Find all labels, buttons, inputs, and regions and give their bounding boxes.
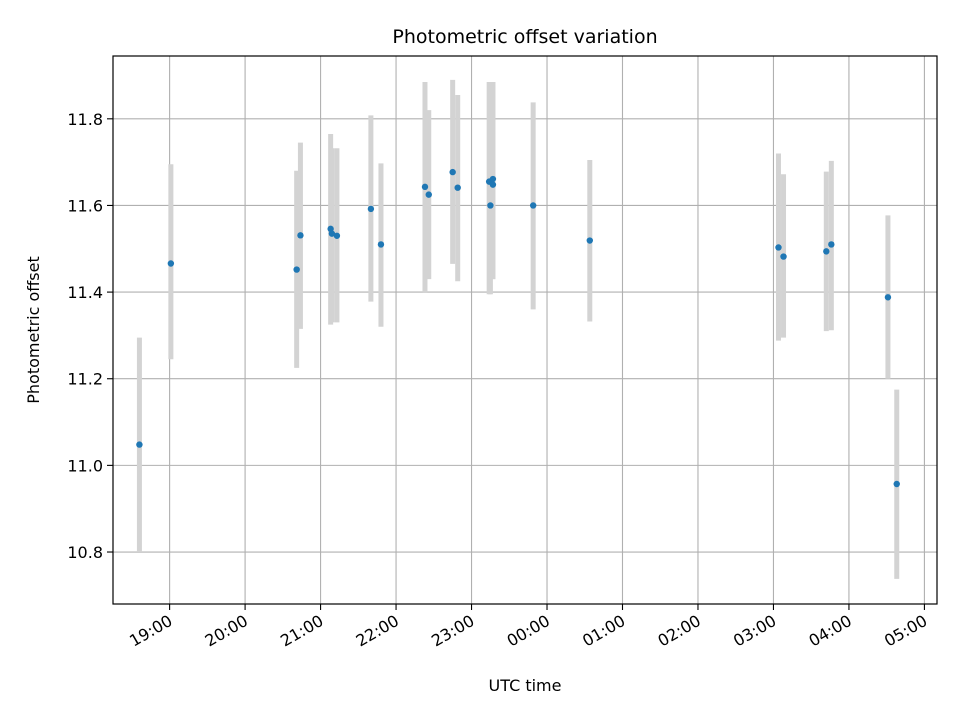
y-tick-label: 11.8 <box>67 110 103 129</box>
errorbar-layer <box>136 79 900 579</box>
y-tick-label: 11.4 <box>67 283 103 302</box>
data-point <box>529 202 537 209</box>
x-tick-label: 01:00 <box>579 611 628 651</box>
y-tick-label: 11.2 <box>67 370 103 389</box>
grid-layer <box>113 56 937 604</box>
data-point <box>489 175 497 183</box>
data-point <box>421 183 429 191</box>
data-point <box>884 294 892 301</box>
point-layer <box>136 168 900 488</box>
data-point <box>293 266 300 273</box>
data-point <box>454 184 461 191</box>
data-point <box>425 191 432 198</box>
data-point <box>823 248 830 255</box>
data-point <box>449 168 456 176</box>
x-tick-label: 02:00 <box>655 611 704 651</box>
x-axis-label: UTC time <box>489 676 562 695</box>
x-tick-label: 20:00 <box>202 611 251 651</box>
x-tick-label: 19:00 <box>126 611 175 651</box>
chart-title: Photometric offset variation <box>392 26 657 48</box>
x-tick-label: 04:00 <box>806 611 855 651</box>
data-point <box>328 230 336 237</box>
data-point <box>775 244 782 251</box>
data-point <box>167 260 175 267</box>
tick-layer: 19:00 20:00 21:00 22:00 23:00 00:00 01:00 02:00… <box>67 110 930 651</box>
data-point <box>333 232 341 239</box>
plot-frame <box>112 55 938 605</box>
x-tick-label: 03:00 <box>730 611 779 651</box>
data-point <box>489 181 497 188</box>
y-tick-label: 10.8 <box>67 543 103 562</box>
x-tick-label: 21:00 <box>277 611 326 651</box>
data-point <box>297 232 304 239</box>
data-point <box>377 241 385 248</box>
data-point <box>828 241 835 248</box>
y-tick-label: 11.6 <box>67 196 103 215</box>
x-tick-label: 00:00 <box>504 611 553 651</box>
x-tick-label: 23:00 <box>428 611 477 651</box>
x-tick-label: 05:00 <box>881 611 930 651</box>
y-axis-label: Photometric offset <box>24 256 43 404</box>
data-point <box>780 253 787 260</box>
data-point <box>487 202 494 209</box>
data-point <box>893 480 900 488</box>
data-point <box>136 441 143 448</box>
data-point <box>367 205 375 213</box>
y-tick-label: 11.0 <box>67 456 103 475</box>
data-point <box>586 237 593 244</box>
x-tick-label: 22:00 <box>353 611 402 651</box>
